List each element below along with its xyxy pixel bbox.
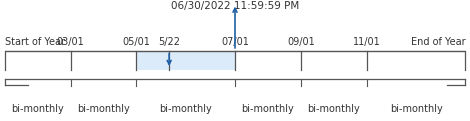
Text: bi-monthly: bi-monthly [11, 104, 64, 114]
Text: 03/01: 03/01 [57, 37, 85, 47]
Text: 07/01: 07/01 [221, 37, 249, 47]
Text: bi-monthly: bi-monthly [390, 104, 442, 114]
Text: 09/01: 09/01 [287, 37, 315, 47]
Text: bi-monthly: bi-monthly [159, 104, 212, 114]
Text: bi-monthly: bi-monthly [307, 104, 360, 114]
Text: 05/01: 05/01 [123, 37, 150, 47]
Text: Start of Year: Start of Year [5, 37, 65, 47]
Text: 06/30/2022 11:59:59 PM: 06/30/2022 11:59:59 PM [171, 1, 299, 11]
Text: bi-monthly: bi-monthly [241, 104, 294, 114]
Text: 11/01: 11/01 [353, 37, 381, 47]
Text: End of Year: End of Year [411, 37, 465, 47]
Text: bi-monthly: bi-monthly [77, 104, 130, 114]
Bar [136, 51, 235, 70]
Text: 5/22: 5/22 [158, 37, 180, 47]
